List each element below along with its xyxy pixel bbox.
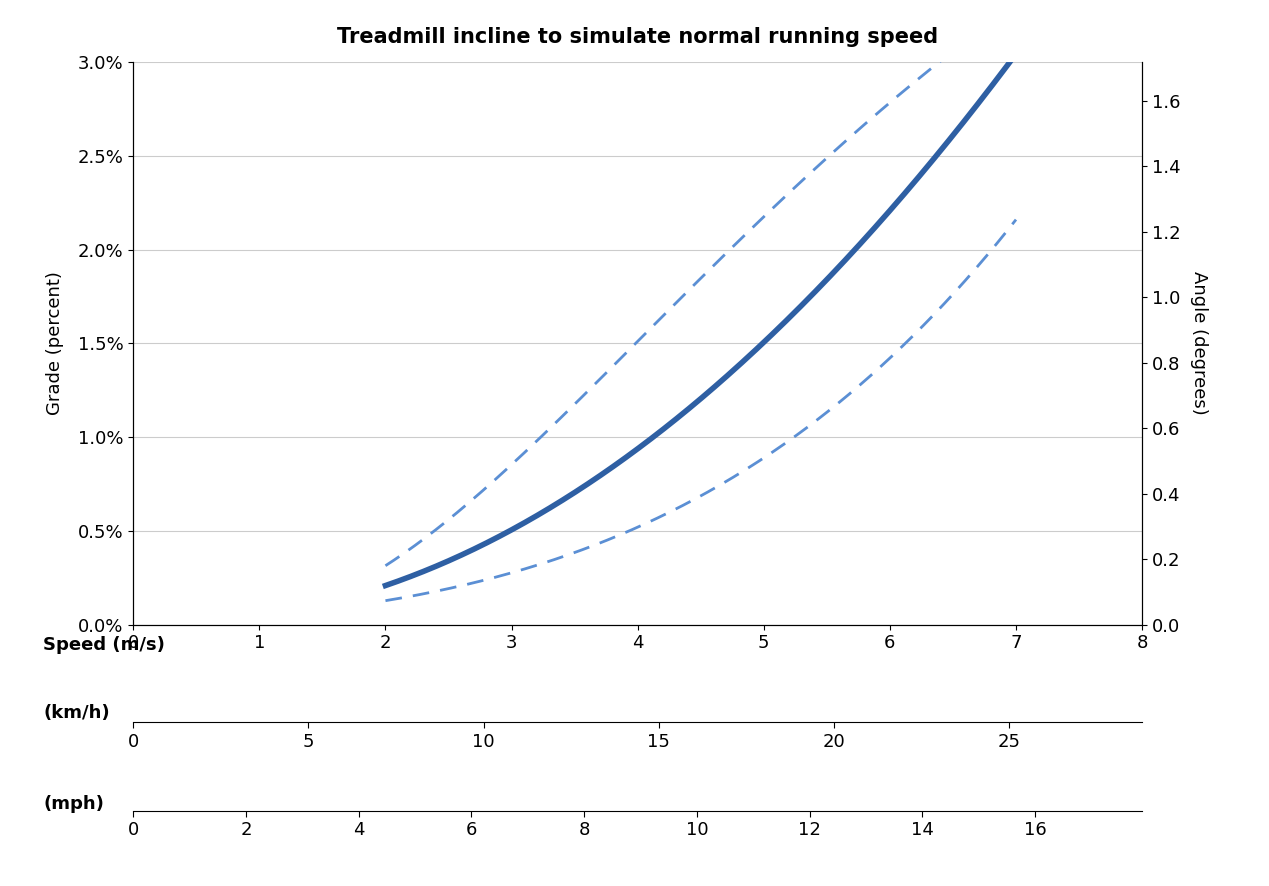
Y-axis label: Grade (percent): Grade (percent) (46, 271, 63, 416)
Text: Speed (m/s): Speed (m/s) (43, 636, 165, 654)
Text: (mph): (mph) (43, 795, 104, 812)
Text: (km/h): (km/h) (43, 704, 110, 722)
Title: Treadmill incline to simulate normal running speed: Treadmill incline to simulate normal run… (338, 27, 938, 47)
Y-axis label: Angle (degrees): Angle (degrees) (1190, 271, 1208, 416)
